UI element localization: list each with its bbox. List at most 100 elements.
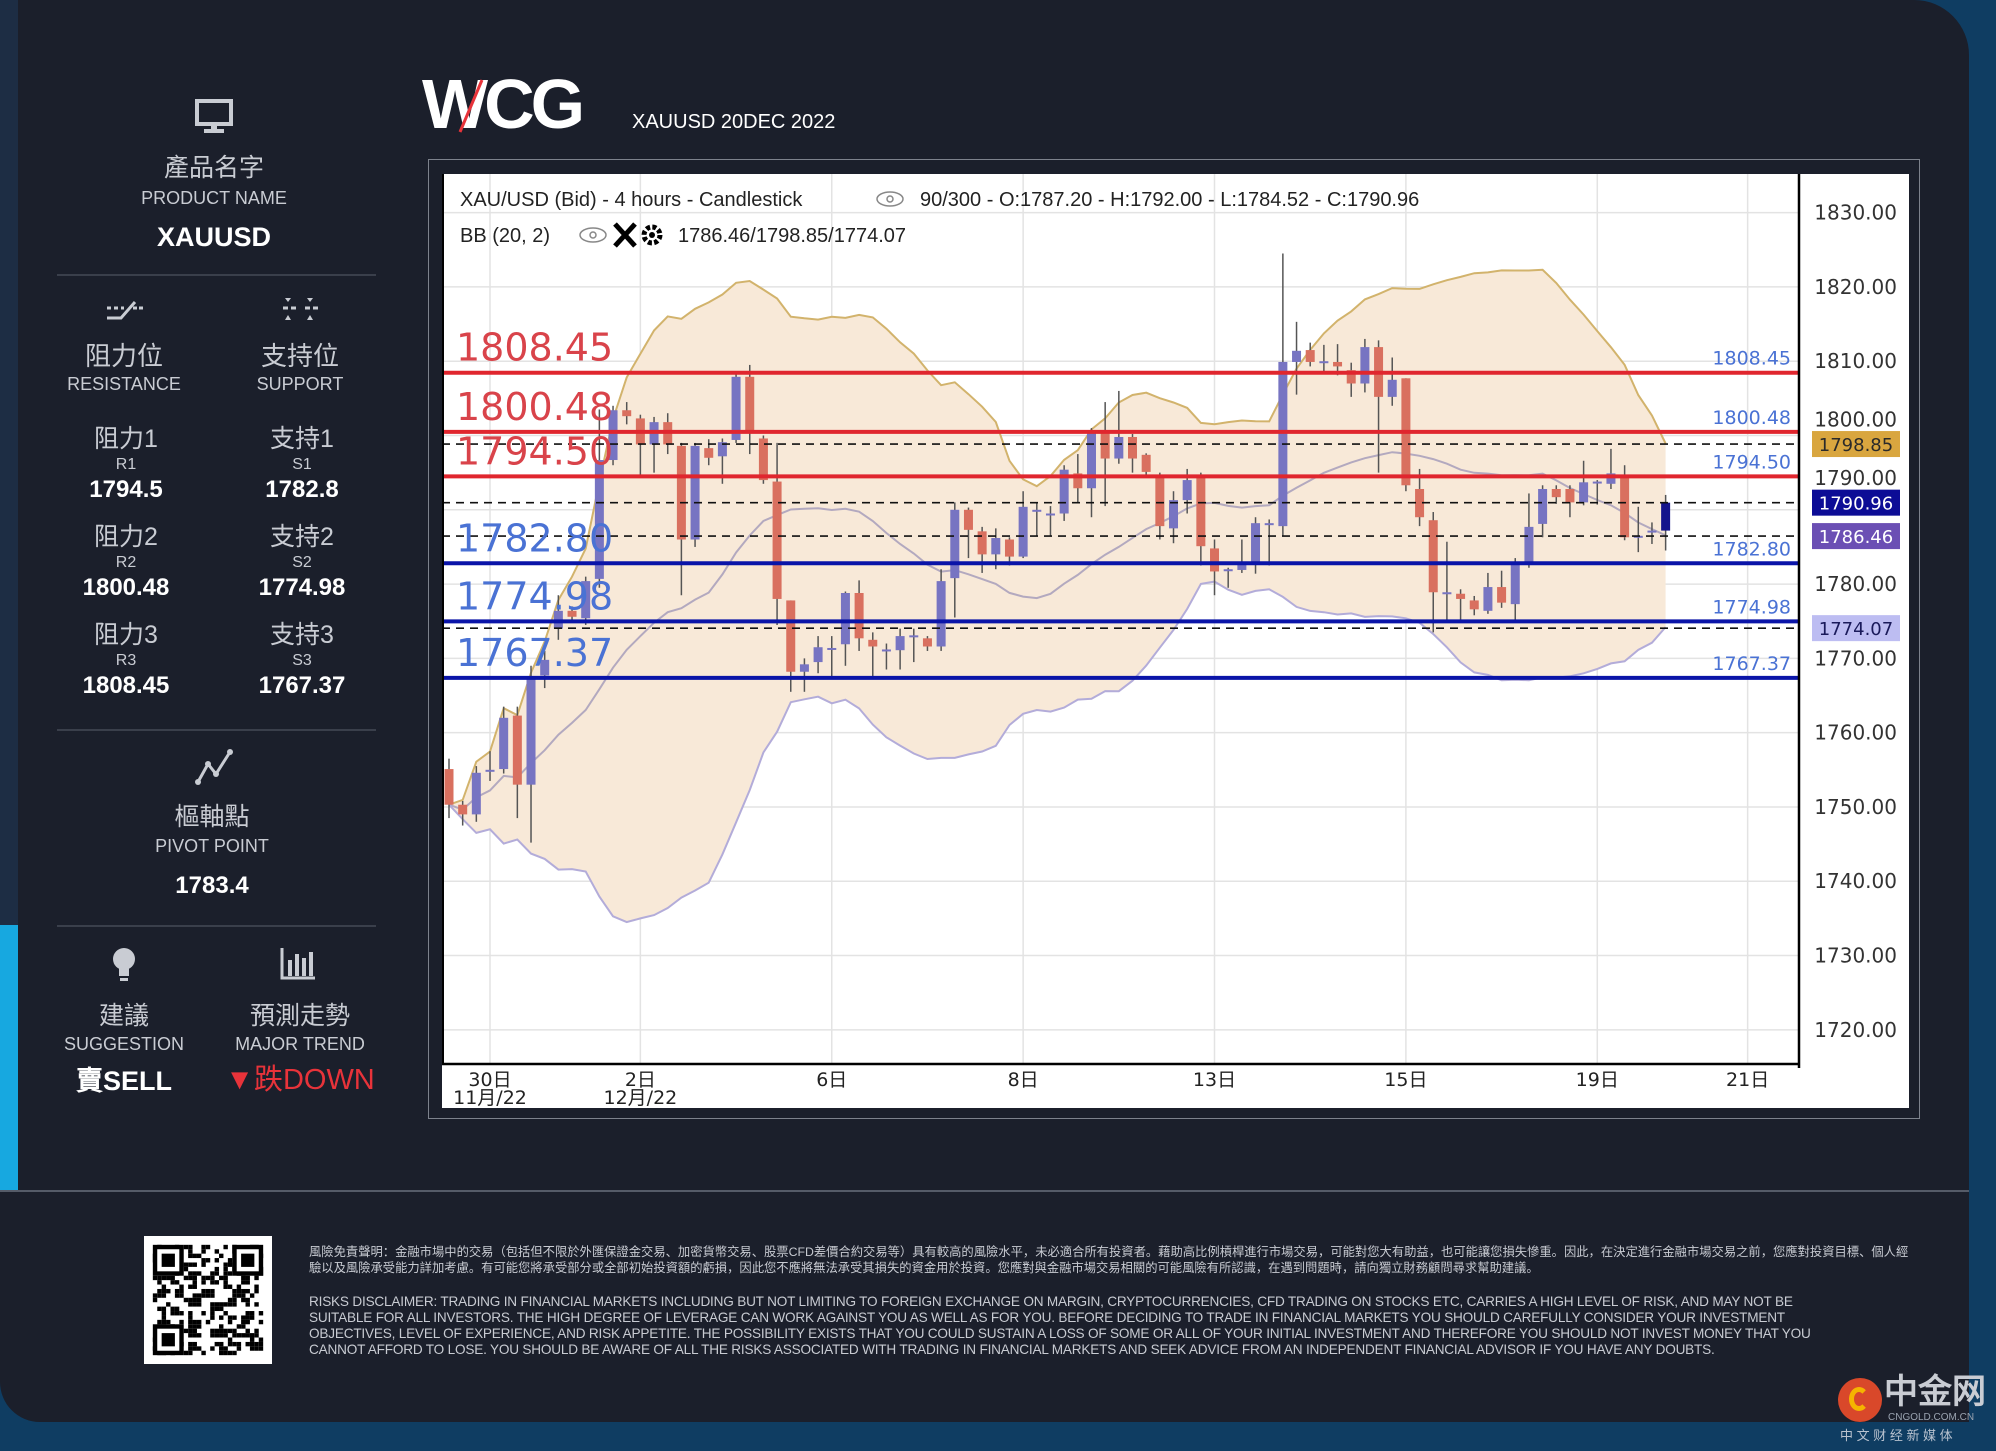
candle[interactable]	[1196, 472, 1206, 566]
resistance-label-small: 1808.45	[1712, 348, 1791, 370]
candle[interactable]	[1442, 541, 1452, 622]
candle[interactable]	[1428, 512, 1438, 633]
candle[interactable]	[1524, 493, 1534, 568]
candle-body	[1141, 454, 1151, 472]
candle[interactable]	[936, 569, 946, 651]
qr-module	[192, 1333, 197, 1338]
candle[interactable]	[690, 442, 700, 547]
candle[interactable]	[827, 636, 837, 677]
candle[interactable]	[1592, 480, 1602, 505]
candle[interactable]	[1141, 453, 1151, 475]
candle[interactable]	[1292, 321, 1302, 395]
candle[interactable]	[512, 706, 522, 819]
candle[interactable]	[922, 636, 932, 651]
candle[interactable]	[1538, 485, 1548, 538]
candle-body	[1442, 592, 1452, 595]
candle[interactable]	[1456, 589, 1466, 623]
candle[interactable]	[950, 502, 960, 618]
candle[interactable]	[963, 507, 973, 559]
candle[interactable]	[1565, 485, 1575, 518]
candle[interactable]	[1387, 357, 1397, 406]
candle[interactable]	[1210, 539, 1220, 596]
candle[interactable]	[1319, 344, 1329, 373]
candle[interactable]	[458, 801, 468, 826]
candle-body	[676, 445, 686, 540]
candle[interactable]	[540, 650, 550, 689]
candle[interactable]	[1223, 567, 1233, 588]
candle[interactable]	[1579, 460, 1589, 506]
candle[interactable]	[840, 591, 850, 666]
candle[interactable]	[1333, 344, 1343, 376]
indicator-eye-icon[interactable]	[579, 227, 607, 243]
candle[interactable]	[1606, 448, 1616, 489]
candle[interactable]	[444, 758, 454, 819]
candle[interactable]	[881, 643, 891, 670]
remove-indicator-icon[interactable]	[613, 222, 637, 248]
level-code: S2	[292, 554, 312, 571]
candle[interactable]	[895, 628, 905, 670]
qr-module	[232, 1341, 237, 1347]
candle[interactable]	[1360, 338, 1370, 393]
candle[interactable]	[1114, 390, 1124, 464]
qr-code[interactable]	[144, 1236, 272, 1364]
candle[interactable]	[1497, 570, 1507, 608]
candle[interactable]	[499, 706, 509, 774]
candle[interactable]	[567, 606, 577, 622]
candle[interactable]	[813, 636, 823, 674]
candle[interactable]	[1155, 472, 1165, 540]
candle-body	[1592, 481, 1602, 484]
candle[interactable]	[581, 576, 591, 625]
candle[interactable]	[594, 409, 604, 588]
qr-module	[227, 1262, 233, 1267]
qr-module	[219, 1350, 224, 1356]
candle[interactable]	[745, 364, 755, 455]
candle[interactable]	[1004, 537, 1014, 566]
candle[interactable]	[1647, 522, 1657, 544]
qr-module	[188, 1284, 193, 1289]
cngold-tagline: 中 文 财 经 新 媒 体	[1840, 1428, 1953, 1443]
candle[interactable]	[1661, 494, 1671, 551]
candle[interactable]	[1278, 253, 1288, 536]
candle[interactable]	[1415, 468, 1425, 527]
candle[interactable]	[799, 658, 809, 692]
candle[interactable]	[1059, 465, 1069, 521]
candle[interactable]	[1100, 402, 1110, 507]
qr-module	[188, 1311, 193, 1316]
qr-module	[223, 1262, 228, 1267]
candle[interactable]	[868, 632, 878, 677]
candle[interactable]	[1032, 502, 1042, 536]
candle[interactable]	[1401, 378, 1411, 492]
qr-module	[188, 1333, 193, 1338]
qr-module	[152, 1297, 158, 1303]
candle[interactable]	[676, 442, 686, 596]
candle[interactable]	[772, 442, 782, 625]
candle[interactable]	[526, 665, 536, 843]
eye-icon[interactable]	[876, 191, 904, 207]
candle-body	[1169, 500, 1179, 529]
pivot-value: 1783.4	[175, 872, 249, 899]
qr-module	[245, 1288, 250, 1294]
candle-body	[1415, 488, 1425, 518]
candle[interactable]	[471, 766, 481, 822]
candle[interactable]	[1346, 362, 1356, 397]
candle[interactable]	[1237, 539, 1247, 573]
candle[interactable]	[909, 628, 919, 663]
candle[interactable]	[1128, 434, 1137, 473]
candle[interactable]	[1510, 558, 1520, 623]
candle[interactable]	[1264, 519, 1274, 566]
candle[interactable]	[608, 405, 618, 466]
candle[interactable]	[854, 580, 864, 651]
candle[interactable]	[1551, 485, 1561, 504]
candle[interactable]	[1169, 491, 1179, 544]
candle[interactable]	[485, 751, 495, 781]
qr-module	[201, 1262, 206, 1267]
candle[interactable]	[1045, 506, 1055, 536]
indicator-settings-icon[interactable]	[641, 224, 663, 246]
qr-module	[219, 1346, 224, 1351]
candle[interactable]	[622, 402, 632, 425]
candle[interactable]	[1469, 595, 1479, 616]
candle[interactable]	[1305, 342, 1315, 367]
candle-body	[1264, 523, 1274, 526]
candle[interactable]	[1483, 572, 1493, 614]
